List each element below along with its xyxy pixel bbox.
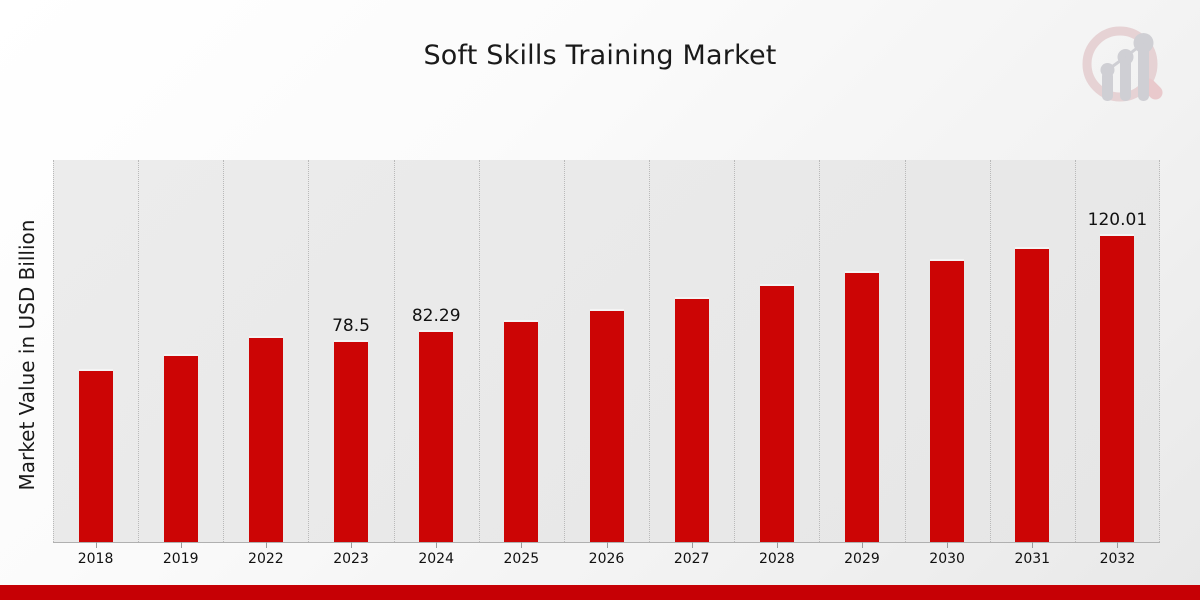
gridline — [734, 160, 736, 542]
x-tick — [1032, 542, 1034, 548]
x-tick — [691, 542, 693, 548]
x-tick — [947, 542, 949, 548]
gridline — [53, 160, 54, 542]
x-tick — [1117, 542, 1119, 548]
x-tick — [265, 542, 267, 548]
x-axis-label-2027: 2027 — [673, 551, 710, 567]
x-tick — [521, 542, 523, 548]
x-axis-label-2025: 2025 — [503, 551, 540, 567]
bar-2023[interactable] — [334, 340, 369, 542]
bar-value-label-2023: 78.5 — [332, 316, 370, 337]
bar-value-label-2032: 120.01 — [1087, 210, 1148, 231]
bar-2026[interactable] — [589, 308, 624, 542]
gridline — [989, 160, 991, 542]
x-axis-label-2018: 2018 — [77, 551, 114, 567]
gridline — [1074, 160, 1076, 542]
gridline — [563, 160, 565, 542]
x-tick — [436, 542, 438, 548]
bar-2022[interactable] — [248, 336, 283, 542]
page-title: Soft Skills Training Market — [423, 40, 777, 71]
bar-2029[interactable] — [844, 271, 879, 542]
x-tick — [776, 542, 778, 548]
bar-2019[interactable] — [163, 353, 198, 542]
bar-2031[interactable] — [1015, 246, 1050, 542]
gridline — [819, 160, 821, 542]
bar-2025[interactable] — [504, 319, 539, 542]
y-axis-label: Market Value in USD Billion — [15, 219, 39, 491]
x-tick — [351, 542, 353, 548]
gridline — [1159, 160, 1160, 542]
x-tick — [95, 542, 97, 548]
gridline — [649, 160, 651, 542]
gridline — [393, 160, 395, 542]
footer-accent-bar — [0, 585, 1200, 600]
x-axis-label-2032: 2032 — [1099, 551, 1136, 567]
bar-2018[interactable] — [78, 368, 113, 542]
gridline — [308, 160, 310, 542]
bar-2030[interactable] — [930, 259, 965, 542]
x-axis-label-2022: 2022 — [248, 551, 284, 567]
x-axis-label-2019: 2019 — [162, 551, 199, 567]
x-axis-label-2030: 2030 — [929, 551, 965, 567]
x-tick — [180, 542, 182, 548]
x-axis-label-2028: 2028 — [758, 551, 795, 567]
x-axis-label-2024: 2024 — [418, 551, 454, 567]
x-axis-label-2026: 2026 — [588, 551, 625, 567]
gridline — [138, 160, 140, 542]
gridline — [904, 160, 906, 542]
x-axis-label-2023: 2023 — [333, 551, 369, 567]
x-axis-label-2029: 2029 — [844, 551, 880, 567]
plot-area — [53, 160, 1160, 542]
gridline — [223, 160, 225, 542]
gridline — [478, 160, 480, 542]
x-tick — [606, 542, 608, 548]
bar-2027[interactable] — [674, 296, 709, 542]
bar-2024[interactable] — [419, 330, 454, 542]
bar-value-label-2024: 82.29 — [411, 306, 461, 327]
bar-2032[interactable] — [1100, 234, 1135, 542]
bar-2028[interactable] — [759, 284, 794, 542]
x-tick — [861, 542, 863, 548]
x-axis-label-2031: 2031 — [1014, 551, 1051, 567]
